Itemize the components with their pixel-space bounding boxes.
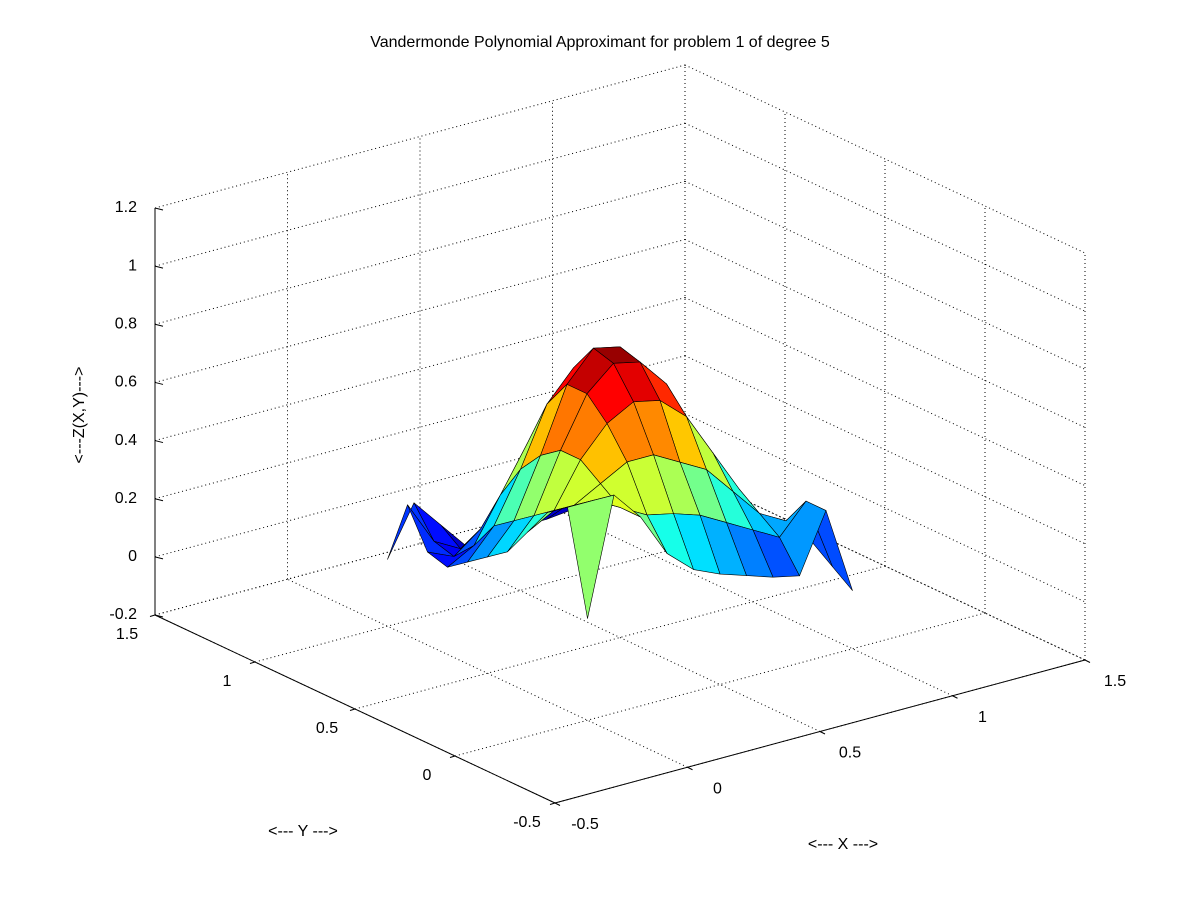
z-tick bbox=[154, 556, 164, 560]
x-tick bbox=[819, 731, 826, 735]
grid-line bbox=[684, 297, 1086, 487]
chart-title: Vandermonde Polynomial Approximant for p… bbox=[370, 34, 830, 51]
y-tick-label: 1.5 bbox=[116, 626, 138, 643]
z-tick bbox=[154, 614, 164, 618]
x-tick-label: 0.5 bbox=[839, 745, 861, 762]
y-tick-label: -0.5 bbox=[513, 814, 541, 831]
z-tick-label: 0 bbox=[128, 548, 137, 565]
x-tick-label: -0.5 bbox=[571, 816, 599, 833]
z-tick bbox=[154, 498, 164, 502]
grid-line bbox=[287, 578, 688, 768]
z-tick bbox=[154, 207, 164, 211]
grid-line bbox=[684, 413, 1086, 603]
x-tick bbox=[1084, 659, 1091, 663]
grid-line bbox=[419, 543, 821, 732]
y-tick-label: 0 bbox=[423, 767, 432, 784]
z-tick-label: 1.2 bbox=[115, 199, 137, 216]
y-tick-label: 1 bbox=[223, 673, 232, 690]
grid-line bbox=[684, 238, 1086, 428]
y-tick-label: 0.5 bbox=[316, 720, 338, 737]
grid-line bbox=[552, 507, 953, 697]
surface-patch bbox=[567, 494, 615, 619]
y-axis-label: <--- Y ---> bbox=[268, 823, 338, 840]
y-tick bbox=[149, 614, 156, 617]
z-tick-label: 1 bbox=[128, 257, 137, 274]
grid-line bbox=[684, 471, 1086, 661]
grid-line bbox=[684, 64, 1086, 254]
grid-line bbox=[684, 355, 1086, 545]
z-tick-label: 0.6 bbox=[115, 374, 137, 391]
y-tick bbox=[349, 708, 356, 711]
grid-line bbox=[684, 122, 1086, 312]
z-axis-label: <---Z(X,Y)---> bbox=[71, 367, 88, 464]
x-tick-label: 0 bbox=[713, 780, 722, 797]
y-tick bbox=[249, 661, 256, 664]
z-tick-label: 0.2 bbox=[115, 490, 137, 507]
z-tick-label: 0.8 bbox=[115, 316, 137, 333]
x-tick-label: 1.5 bbox=[1104, 673, 1126, 690]
x-axis-label: <--- X ---> bbox=[808, 836, 878, 853]
x-tick-label: 1 bbox=[978, 709, 987, 726]
surface bbox=[387, 346, 853, 619]
z-tick-label: -0.2 bbox=[109, 606, 137, 623]
grid-line bbox=[684, 180, 1086, 370]
y-tick bbox=[549, 802, 556, 805]
z-tick bbox=[154, 323, 164, 327]
y-tick bbox=[449, 755, 456, 758]
z-tick-label: 0.4 bbox=[115, 432, 137, 449]
z-tick bbox=[154, 440, 164, 444]
x-tick bbox=[687, 766, 693, 771]
axis-layer: -0.5 0 0.5 1 1.5 -0.5 0 0.5 1 1.5 -0.2 0 0.2 0.4 0.6 0.… bbox=[109, 199, 1126, 833]
z-tick bbox=[154, 381, 164, 385]
z-tick bbox=[154, 265, 164, 269]
x-tick bbox=[554, 802, 561, 806]
x-tick bbox=[952, 695, 958, 699]
